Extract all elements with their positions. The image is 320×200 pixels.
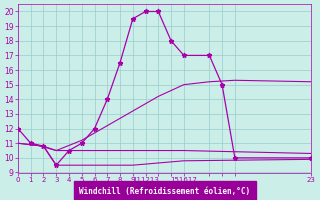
X-axis label: Windchill (Refroidissement éolien,°C): Windchill (Refroidissement éolien,°C): [79, 187, 250, 196]
